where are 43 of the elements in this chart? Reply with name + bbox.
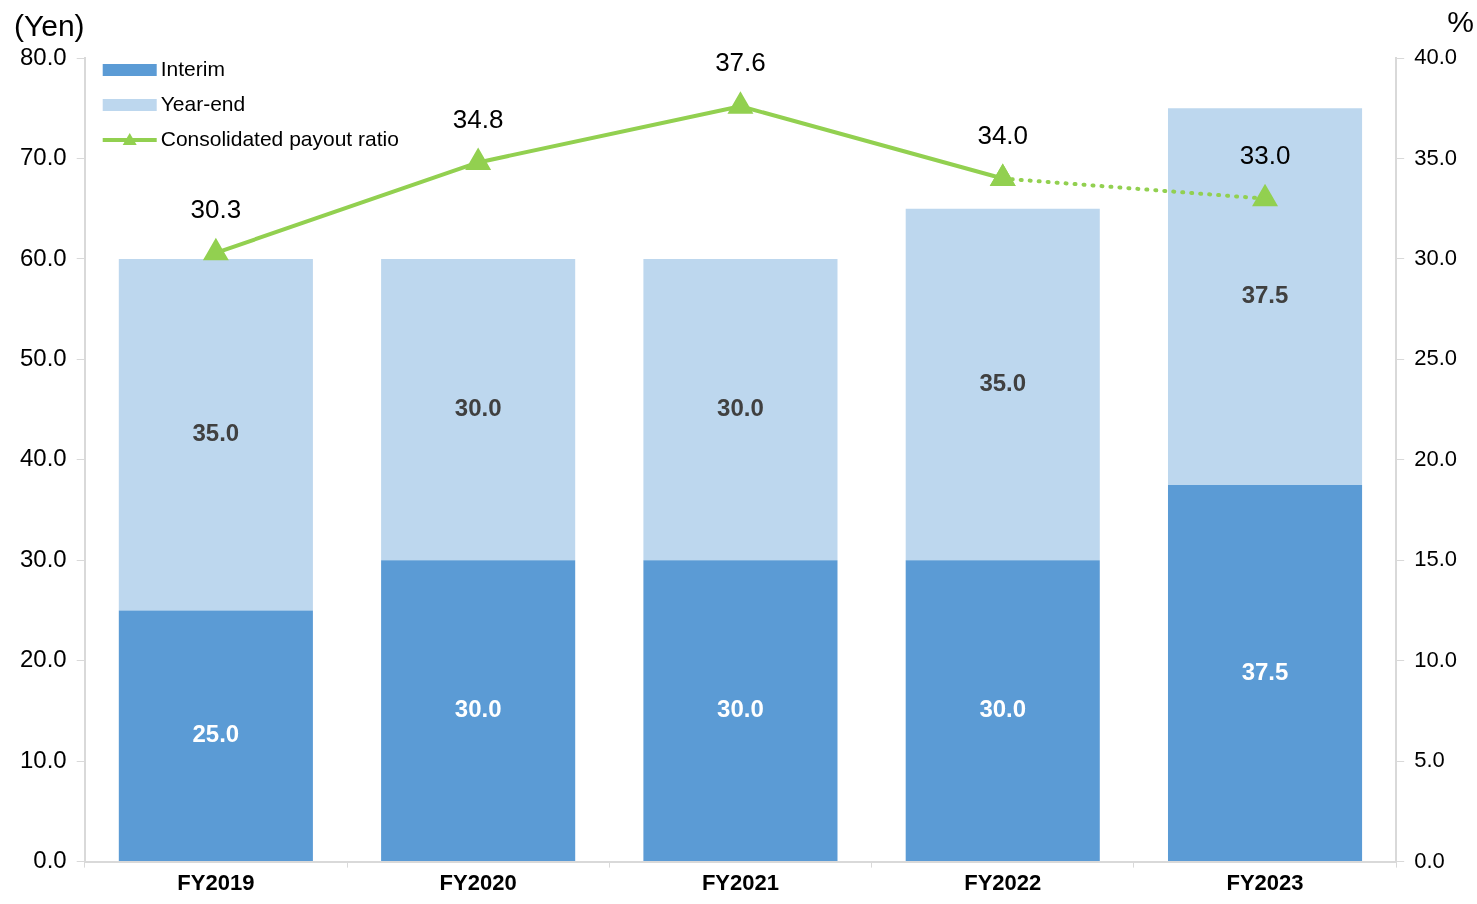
y2-tick-label: 35.0 [1414,144,1458,170]
data-label: 30.3 [190,194,242,225]
y-tick-label: 80.0 [19,42,67,70]
y-tick-label: 70.0 [19,143,67,171]
data-label: 37.5 [1241,657,1289,685]
y2-axis-title: % [1447,5,1474,39]
y2-tick-label: 5.0 [1414,747,1445,773]
data-label: 30.0 [454,394,502,422]
y2-tick-label: 25.0 [1414,345,1458,371]
data-label: 30.0 [717,394,764,422]
y-axis-title: (Yen) [14,9,85,43]
data-label: 30.0 [979,695,1027,723]
data-label: 33.0 [1239,139,1291,170]
x-tick-label: FY2023 [1226,869,1304,895]
data-label: 37.5 [1241,281,1289,309]
data-label: 30.0 [454,695,502,723]
data-label: 34.8 [452,103,504,134]
y-tick-label: 20.0 [19,645,67,673]
legend-label: Year-end [160,91,246,115]
x-tick-label: FY2022 [964,869,1042,895]
y2-tick-label: 15.0 [1414,546,1458,572]
x-tick-label: FY2021 [701,869,779,895]
data-label: 35.0 [979,369,1027,397]
y-tick-label: 50.0 [19,343,67,371]
y2-tick-label: 10.0 [1414,646,1458,672]
x-tick-label: FY2019 [177,869,255,895]
y2-tick-label: 30.0 [1414,244,1458,270]
data-label: 34.0 [977,119,1029,150]
data-label: 37.6 [715,47,766,78]
y-tick-label: 40.0 [19,444,67,472]
x-tick-label: FY2020 [439,869,517,895]
y-tick-label: 60.0 [19,243,67,271]
legend-label: Interim [160,56,225,80]
y2-tick-label: 0.0 [1414,847,1445,873]
data-label: 25.0 [192,720,240,748]
y-tick-label: 30.0 [19,544,67,572]
legend-label: Consolidated payout ratio [160,126,399,150]
y-tick-label: 10.0 [19,745,67,773]
data-label: 35.0 [192,419,240,447]
y2-tick-label: 40.0 [1414,44,1458,70]
y2-tick-label: 20.0 [1414,445,1458,471]
y-tick-label: 0.0 [33,846,67,874]
data-label: 30.0 [717,695,764,723]
